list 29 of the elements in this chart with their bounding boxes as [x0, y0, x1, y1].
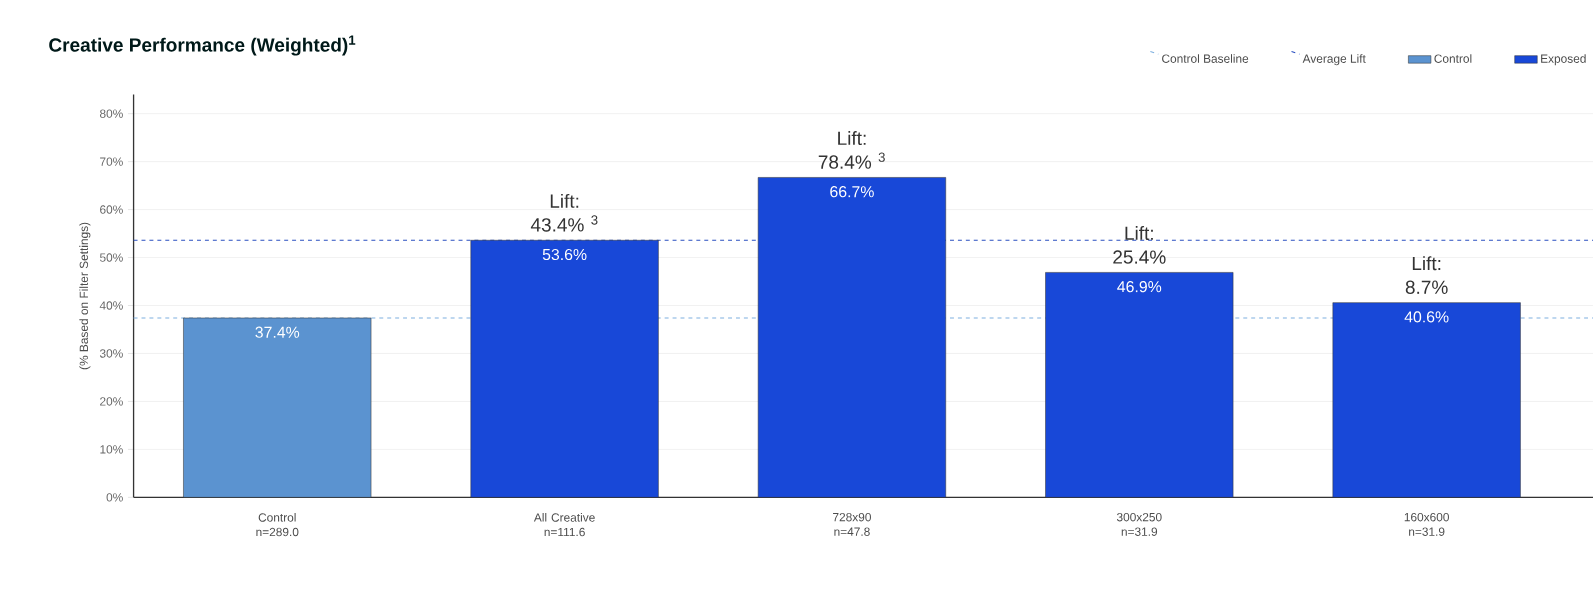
legend-label: Exposed	[1541, 54, 1586, 66]
legend-label: Control	[1434, 54, 1472, 63]
chart-title: Creative Performance (Weighted)$^{1}$	[49, 35, 356, 56]
x-tick-label: 300x250 n=31.9	[1116, 512, 1162, 536]
legend-label: Average Lift	[1302, 54, 1366, 66]
data-label: 40.6%	[1404, 311, 1449, 323]
annotation: Lift: 8.7%	[1405, 256, 1448, 294]
y-tick-label: 80%	[100, 109, 123, 118]
x-tick-label: 728x90 n=47.8	[833, 512, 871, 536]
y-tick-label: 30%	[99, 349, 123, 358]
y-axis-title: (% Based on Filter Settings)	[79, 222, 91, 370]
data-label: 53.6%	[542, 248, 587, 260]
data-label: 46.9%	[1117, 280, 1162, 293]
annotation: Lift: 25.4%	[1113, 225, 1166, 264]
legend-label: Control Baseline	[1162, 54, 1249, 63]
data-label: 37.4%	[255, 326, 300, 338]
data-label: 66.7%	[830, 185, 874, 198]
y-tick-label: 0%	[106, 493, 123, 502]
x-tick-label: Control n=289.0	[256, 512, 299, 537]
annotation: Lift: 78.4% $^{3}$	[818, 130, 885, 169]
y-tick-label: 20%	[100, 397, 123, 406]
x-tick-label: 160x600 n=31.9	[1404, 512, 1449, 536]
y-tick-label: 60%	[100, 205, 123, 214]
x-tick-label: All Creative n=111.6	[533, 512, 595, 537]
y-tick-label: 70%	[100, 157, 123, 166]
annotation: Lift: 43.4% $^{3}$	[530, 193, 598, 232]
y-tick-label: 50%	[99, 253, 123, 262]
y-tick-label: 40%	[99, 301, 123, 310]
y-tick-label: 10%	[100, 445, 123, 454]
